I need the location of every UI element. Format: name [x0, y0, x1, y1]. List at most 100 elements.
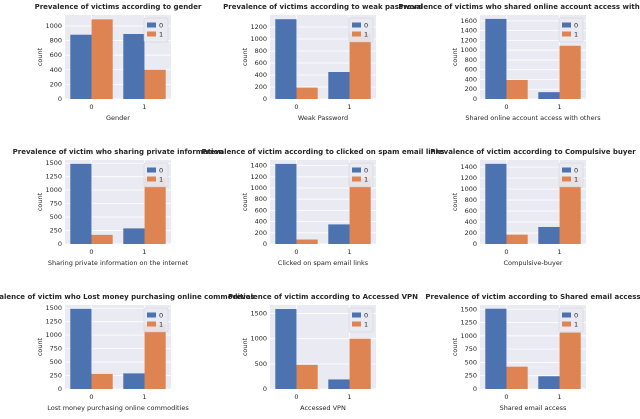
y-tick-label: 200: [465, 85, 477, 93]
bar: [485, 163, 507, 244]
legend-swatch: [352, 176, 361, 182]
bar: [91, 19, 113, 100]
y-tick-label: 1500: [460, 305, 477, 313]
legend-swatch: [352, 31, 361, 37]
x-axis-label: Lost money purchasing online commodities: [47, 404, 189, 412]
bar: [275, 19, 297, 100]
y-tick-label: 1000: [250, 184, 267, 192]
chart-title: Prevalence of victim according to clicke…: [202, 148, 445, 156]
legend-box: [143, 307, 169, 333]
legend-swatch: [352, 167, 361, 173]
y-tick-label: 0: [263, 240, 267, 248]
y-tick-label: 1400: [460, 27, 477, 35]
y-tick-label: 500: [255, 360, 267, 368]
legend-swatch: [147, 312, 156, 318]
x-tick-label: 1: [557, 248, 561, 256]
y-tick-label: 400: [50, 66, 62, 74]
x-axis-label: Shared online account access with others: [465, 114, 601, 122]
y-tick-label: 1400: [460, 163, 477, 171]
bar: [275, 163, 297, 244]
y-tick-label: 400: [465, 75, 477, 83]
bar: [559, 45, 581, 99]
y-tick-label: 800: [465, 196, 477, 204]
legend-label: 0: [159, 312, 163, 320]
x-axis-label: Weak Password: [298, 114, 348, 122]
y-tick-label: 400: [255, 71, 267, 79]
y-tick-label: 500: [465, 358, 477, 366]
bar: [328, 72, 350, 99]
y-tick-label: 250: [50, 372, 62, 380]
legend-box: [143, 17, 169, 43]
chart-title: Prevalence of victims who shared online …: [398, 3, 640, 11]
y-tick-label: 200: [50, 80, 62, 88]
bar: [144, 178, 166, 244]
legend-swatch: [147, 321, 156, 327]
bar: [349, 178, 371, 244]
x-tick-label: 1: [142, 248, 146, 256]
y-tick-label: 1500: [45, 159, 62, 167]
legend-label: 1: [364, 321, 368, 329]
y-tick-label: 0: [58, 95, 62, 103]
x-tick-label: 0: [89, 393, 93, 401]
y-axis-label: count: [241, 192, 249, 211]
y-axis-label: count: [36, 47, 44, 66]
bar: [123, 228, 145, 244]
bar: [349, 338, 371, 389]
legend-box: [558, 307, 584, 333]
legend-swatch: [147, 176, 156, 182]
y-tick-label: 1200: [250, 173, 267, 181]
legend-swatch: [562, 176, 571, 182]
y-tick-label: 250: [465, 372, 477, 380]
x-tick-label: 0: [504, 393, 508, 401]
y-tick-label: 1600: [460, 17, 477, 25]
bar: [296, 364, 318, 389]
bar: [328, 224, 350, 244]
y-axis-label: count: [451, 192, 459, 211]
legend-label: 0: [364, 312, 368, 320]
y-tick-label: 1250: [460, 319, 477, 327]
legend-label: 1: [574, 321, 578, 329]
y-tick-label: 800: [255, 195, 267, 203]
x-axis-label: Clicked on spam email links: [278, 259, 369, 267]
y-tick-label: 1000: [45, 186, 62, 194]
legend-box: [143, 162, 169, 188]
y-tick-label: 250: [50, 227, 62, 235]
y-axis-label: count: [241, 337, 249, 356]
legend-swatch: [147, 22, 156, 28]
y-tick-label: 0: [473, 385, 477, 393]
y-tick-label: 1000: [460, 46, 477, 54]
y-tick-label: 1500: [250, 310, 267, 318]
legend-swatch: [352, 312, 361, 318]
legend-label: 0: [574, 167, 578, 175]
legend-box: [558, 17, 584, 43]
y-tick-label: 0: [473, 240, 477, 248]
legend-label: 1: [574, 176, 578, 184]
y-tick-label: 800: [50, 37, 62, 45]
y-tick-label: 1200: [460, 174, 477, 182]
x-tick-label: 1: [347, 393, 351, 401]
x-tick-label: 0: [294, 393, 298, 401]
x-axis-label: Sharing private information on the inter…: [48, 259, 189, 267]
legend-label: 1: [574, 31, 578, 39]
bar: [506, 366, 528, 389]
y-tick-label: 0: [473, 95, 477, 103]
bar: [538, 92, 560, 99]
legend-swatch: [562, 321, 571, 327]
y-tick-label: 1000: [45, 331, 62, 339]
y-tick-label: 750: [50, 200, 62, 208]
y-tick-label: 200: [465, 229, 477, 237]
bar: [91, 234, 113, 244]
chart-title: Prevalence of victims according to weak …: [223, 3, 423, 11]
y-tick-label: 1000: [45, 22, 62, 30]
y-tick-label: 200: [255, 83, 267, 91]
x-tick-label: 0: [504, 103, 508, 111]
bar: [70, 34, 92, 99]
legend-box: [348, 162, 374, 188]
legend-label: 1: [159, 176, 163, 184]
y-tick-label: 600: [255, 59, 267, 67]
y-axis-label: count: [451, 47, 459, 66]
bar: [506, 79, 528, 99]
